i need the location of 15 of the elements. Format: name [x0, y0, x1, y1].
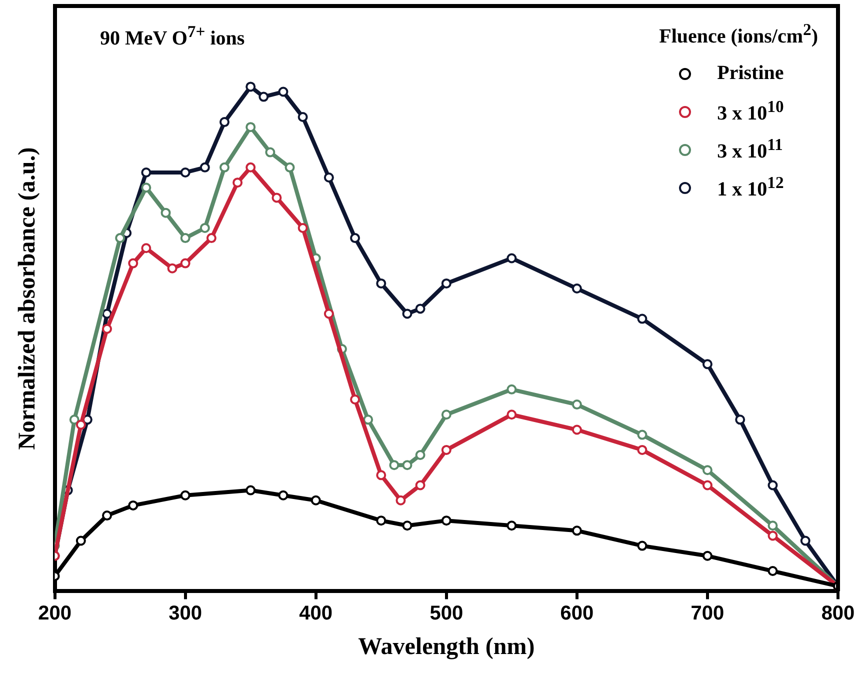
legend-label: 3 x 10$^{10}$	[717, 97, 784, 126]
legend-label: Pristine	[717, 62, 784, 86]
x-tick-label: 400	[299, 602, 333, 625]
legend-title: Fluence (ions/cm$^{2}$)	[659, 20, 818, 49]
x-tick-label: 500	[430, 602, 464, 625]
y-axis-title: Normalized absorbance (a.u.)	[14, 147, 41, 450]
text: 90 MeV O$^{7+}$ ions	[100, 22, 245, 51]
legend-label: 3 x 10$^{11}$	[717, 135, 783, 164]
legend-label: 1 x 10$^{12}$	[717, 173, 784, 202]
x-tick-label: 800	[821, 602, 855, 625]
x-tick-label: 200	[38, 602, 72, 625]
x-tick-label: 700	[690, 602, 724, 625]
x-axis-title: Wavelength (nm)	[358, 634, 535, 660]
x-tick-label: 300	[168, 602, 202, 625]
x-tick-label: 600	[560, 602, 594, 625]
